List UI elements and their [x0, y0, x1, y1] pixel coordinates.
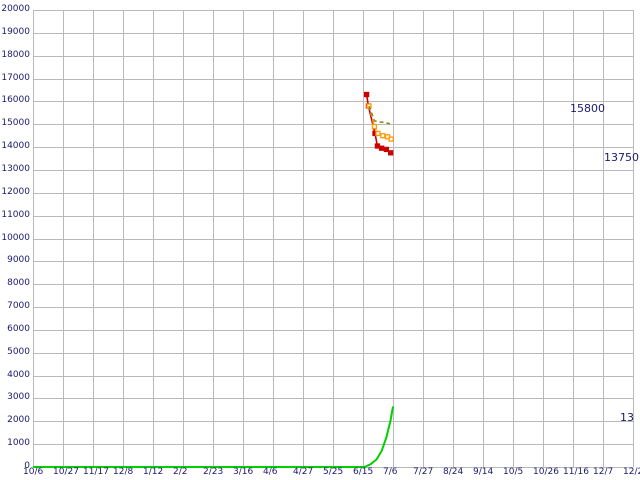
y-axis-tick-label: 7000 — [7, 301, 30, 312]
y-axis-tick-label: 0 — [24, 461, 30, 471]
y-axis-tick-label: 19000 — [1, 26, 30, 37]
y-axis-tick-label: 4000 — [7, 369, 30, 380]
data-point-marker — [380, 133, 386, 139]
x-axis-tick-label: 2/23 — [203, 467, 224, 477]
y-axis-tick-label: 10000 — [1, 232, 30, 243]
x-axis-tick-label: 7/6 — [383, 467, 398, 477]
series-line — [33, 406, 394, 468]
data-point-marker — [371, 123, 378, 130]
series-green-baseline — [33, 406, 394, 468]
y-axis-tick-label: 14000 — [1, 141, 30, 152]
x-axis-tick-label: 10/26 — [533, 467, 559, 477]
series-line — [368, 105, 391, 125]
data-point-marker — [378, 145, 385, 151]
series-olive-dashed — [368, 105, 391, 125]
gridlines — [33, 10, 634, 468]
data-point-marker — [388, 136, 394, 142]
data-point-marker — [375, 130, 381, 137]
x-axis-tick-label: 4/27 — [293, 467, 314, 477]
x-axis-tick-label: 10/6 — [23, 467, 44, 477]
y-axis-tick-label: 8000 — [7, 278, 30, 289]
data-point-marker — [387, 150, 394, 156]
y-axis-tick-label: 5000 — [7, 346, 30, 357]
y-axis-tick-label: 15000 — [1, 118, 30, 129]
x-axis-tick-label: 1/12 — [143, 467, 164, 477]
upper-value-label: 15800 — [570, 102, 605, 115]
data-point-marker — [363, 91, 370, 98]
y-axis-tick-label: 3000 — [7, 392, 30, 403]
x-axis-tick-label: 3/16 — [233, 467, 254, 477]
y-axis-tick-label: 17000 — [1, 72, 30, 83]
y-axis-tick-label: 1000 — [7, 438, 30, 449]
y-axis-tick-label: 11000 — [1, 209, 30, 220]
x-axis-tick-label: 11/17 — [83, 467, 109, 477]
y-axis-tick-label: 12000 — [1, 186, 30, 197]
x-axis-tick-label: 8/24 — [443, 467, 464, 477]
x-axis-tick-label: 4/6 — [263, 467, 278, 477]
x-axis-tick-label: 11/16 — [563, 467, 589, 477]
y-axis-tick-label: 13000 — [1, 163, 30, 174]
data-point-marker — [374, 143, 381, 149]
y-axis-tick-label: 9000 — [7, 255, 30, 266]
x-axis-tick-label: 12/8 — [113, 467, 134, 477]
x-axis-tick-label: 6/15 — [353, 467, 374, 477]
green-value-label: 13 — [620, 411, 634, 424]
y-axis-tick-label: 16000 — [1, 95, 30, 106]
x-axis-tick-label: 9/14 — [473, 467, 494, 477]
lower-value-label: 13750 — [604, 151, 639, 164]
y-axis-tick-label: 6000 — [7, 323, 30, 334]
y-axis-tick-label: 2000 — [7, 415, 30, 426]
x-axis-tick-label: 10/5 — [503, 467, 524, 477]
data-point-marker — [383, 146, 390, 153]
x-axis-tick-label: 10/27 — [53, 467, 79, 477]
y-axis-tick-label: 18000 — [1, 49, 30, 60]
x-axis-tick-label: 2/2 — [173, 467, 188, 477]
x-axis-tick-label: 12/7 — [593, 467, 614, 477]
x-axis-tick-label: 12/21 — [623, 467, 640, 477]
y-axis-tick-label: 20000 — [1, 4, 30, 14]
x-axis-tick-label: 7/27 — [413, 467, 434, 477]
x-axis-tick-label: 5/25 — [323, 467, 344, 477]
